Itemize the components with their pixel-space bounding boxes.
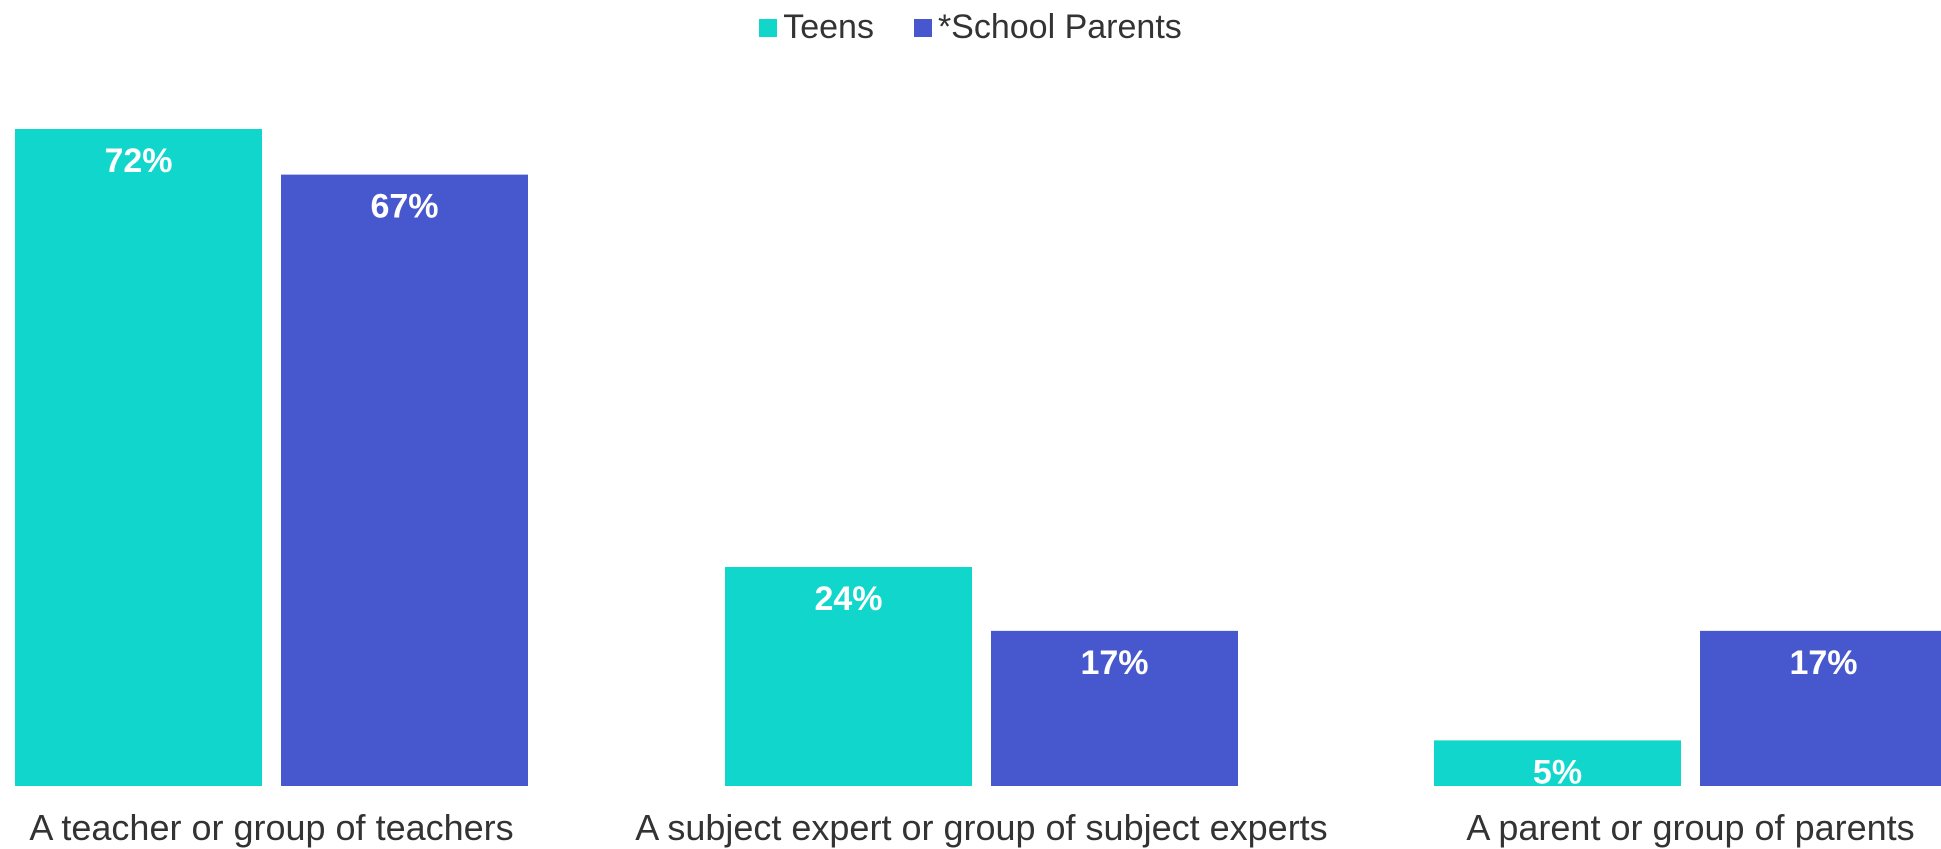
- bar-teens-0: [15, 129, 262, 786]
- legend-label-school-parents: *School Parents: [937, 8, 1182, 46]
- data-label-teens-0: 72%: [104, 142, 172, 180]
- bar-school-parents-1: [991, 630, 1238, 786]
- legend-swatch-school-parents: [913, 18, 932, 37]
- bar-teens-1: [725, 567, 972, 786]
- legend-label-teens: Teens: [783, 8, 874, 46]
- bar-teens-2: [1434, 740, 1681, 786]
- legend-item-school-parents: *School Parents: [913, 8, 1182, 47]
- category-label-2: A parent or group of parents: [1466, 807, 1914, 848]
- category-label-0: A teacher or group of teachers: [29, 807, 513, 848]
- bar-school-parents-2: [1700, 630, 1941, 786]
- data-label-school-parents-1: 17%: [1080, 644, 1148, 682]
- bar-school-parents-0: [281, 174, 528, 786]
- data-label-school-parents-2: 17%: [1789, 644, 1857, 682]
- data-label-school-parents-0: 67%: [370, 188, 438, 226]
- legend-item-teens: Teens: [759, 8, 874, 47]
- legend-swatch-teens: [759, 18, 778, 37]
- legend: Teens *School Parents: [0, 8, 1941, 47]
- data-label-teens-1: 24%: [814, 580, 882, 618]
- data-label-teens-2: 5%: [1533, 753, 1582, 791]
- category-label-1: A subject expert or group of subject exp…: [635, 807, 1327, 848]
